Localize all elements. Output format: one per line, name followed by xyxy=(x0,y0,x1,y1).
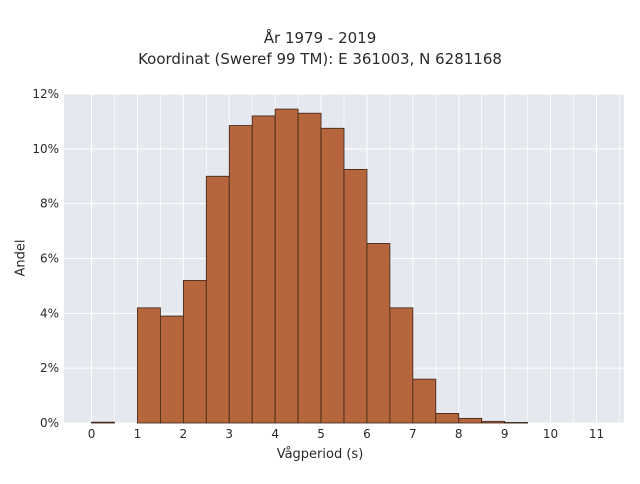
histogram-bar xyxy=(159,315,184,424)
histogram-bar xyxy=(205,175,230,424)
histogram-bar xyxy=(366,243,391,424)
y-tick-label: 6% xyxy=(40,252,59,266)
x-tick-label: 11 xyxy=(589,427,604,441)
histogram-bar xyxy=(137,307,161,424)
y-tick-label: 10% xyxy=(32,142,59,156)
histogram-bar xyxy=(297,112,322,424)
y-tick-label: 8% xyxy=(40,197,59,211)
x-tick-label: 10 xyxy=(543,427,558,441)
histogram-bar xyxy=(182,280,207,424)
y-tick-label: 4% xyxy=(40,306,59,320)
histogram-bar xyxy=(435,413,460,424)
x-tick-label: 8 xyxy=(455,427,463,441)
x-tick-label: 5 xyxy=(317,427,325,441)
chart-subtitle: Koordinat (Sweref 99 TM): E 361003, N 62… xyxy=(138,50,502,68)
x-tick-label: 7 xyxy=(409,427,417,441)
histogram-bar xyxy=(412,378,437,424)
histogram-bar xyxy=(458,417,483,424)
x-axis-label: Vågperiod (s) xyxy=(276,447,364,462)
histogram-bar xyxy=(91,421,115,424)
y-tick-label: 12% xyxy=(32,87,59,101)
x-tick-label: 4 xyxy=(271,427,279,441)
y-axis-label: Andel xyxy=(13,239,29,277)
x-tick-label: 3 xyxy=(225,427,233,441)
histogram-bar xyxy=(389,307,414,424)
histogram-bar xyxy=(251,115,276,424)
x-tick-label: 1 xyxy=(134,427,142,441)
histogram-bar xyxy=(320,127,345,424)
x-tick-label: 2 xyxy=(180,427,188,441)
x-tick-label: 9 xyxy=(501,427,509,441)
x-tick-label: 6 xyxy=(363,427,371,441)
y-tick-labels: 0% 2% 4% 6% 8% 10% 12% xyxy=(32,87,59,430)
y-tick-label: 0% xyxy=(40,416,59,430)
y-tick-label: 2% xyxy=(40,361,59,375)
x-tick-label: 0 xyxy=(88,427,96,441)
histogram-bar xyxy=(274,108,299,424)
histogram-bar xyxy=(343,168,368,424)
bars xyxy=(91,108,529,424)
chart-title: År 1979 - 2019 xyxy=(263,29,377,47)
histogram-bar xyxy=(504,422,529,424)
histogram-bar xyxy=(481,420,506,424)
x-tick-labels: 0 1 2 3 4 5 6 7 8 9 10 11 xyxy=(88,427,604,441)
histogram-bar xyxy=(228,125,253,424)
